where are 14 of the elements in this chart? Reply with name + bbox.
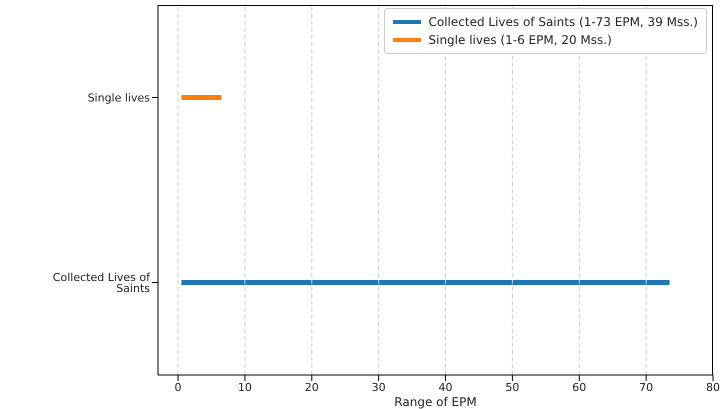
y-tick-label: Collected Lives of Saints <box>52 270 152 295</box>
legend-label: Collected Lives of Saints (1-73 EPM, 39 Mss.) <box>428 15 698 29</box>
legend-label: Single lives (1-6 EPM, 20 Mss.) <box>428 33 612 47</box>
x-tick-label: 50 <box>505 380 520 394</box>
x-tick-label: 60 <box>572 380 586 394</box>
x-tick-label: 10 <box>238 380 252 394</box>
x-tick-label: 20 <box>304 380 319 394</box>
y-tick-label: Single lives <box>88 91 150 104</box>
x-tick-label: 0 <box>174 380 182 394</box>
x-tick-label: 80 <box>706 380 720 394</box>
x-axis-title: Range of EPM <box>394 395 477 409</box>
x-tick-label: 30 <box>372 380 386 394</box>
x-tick-label: 70 <box>639 380 654 394</box>
x-tick-label: 40 <box>438 380 453 394</box>
